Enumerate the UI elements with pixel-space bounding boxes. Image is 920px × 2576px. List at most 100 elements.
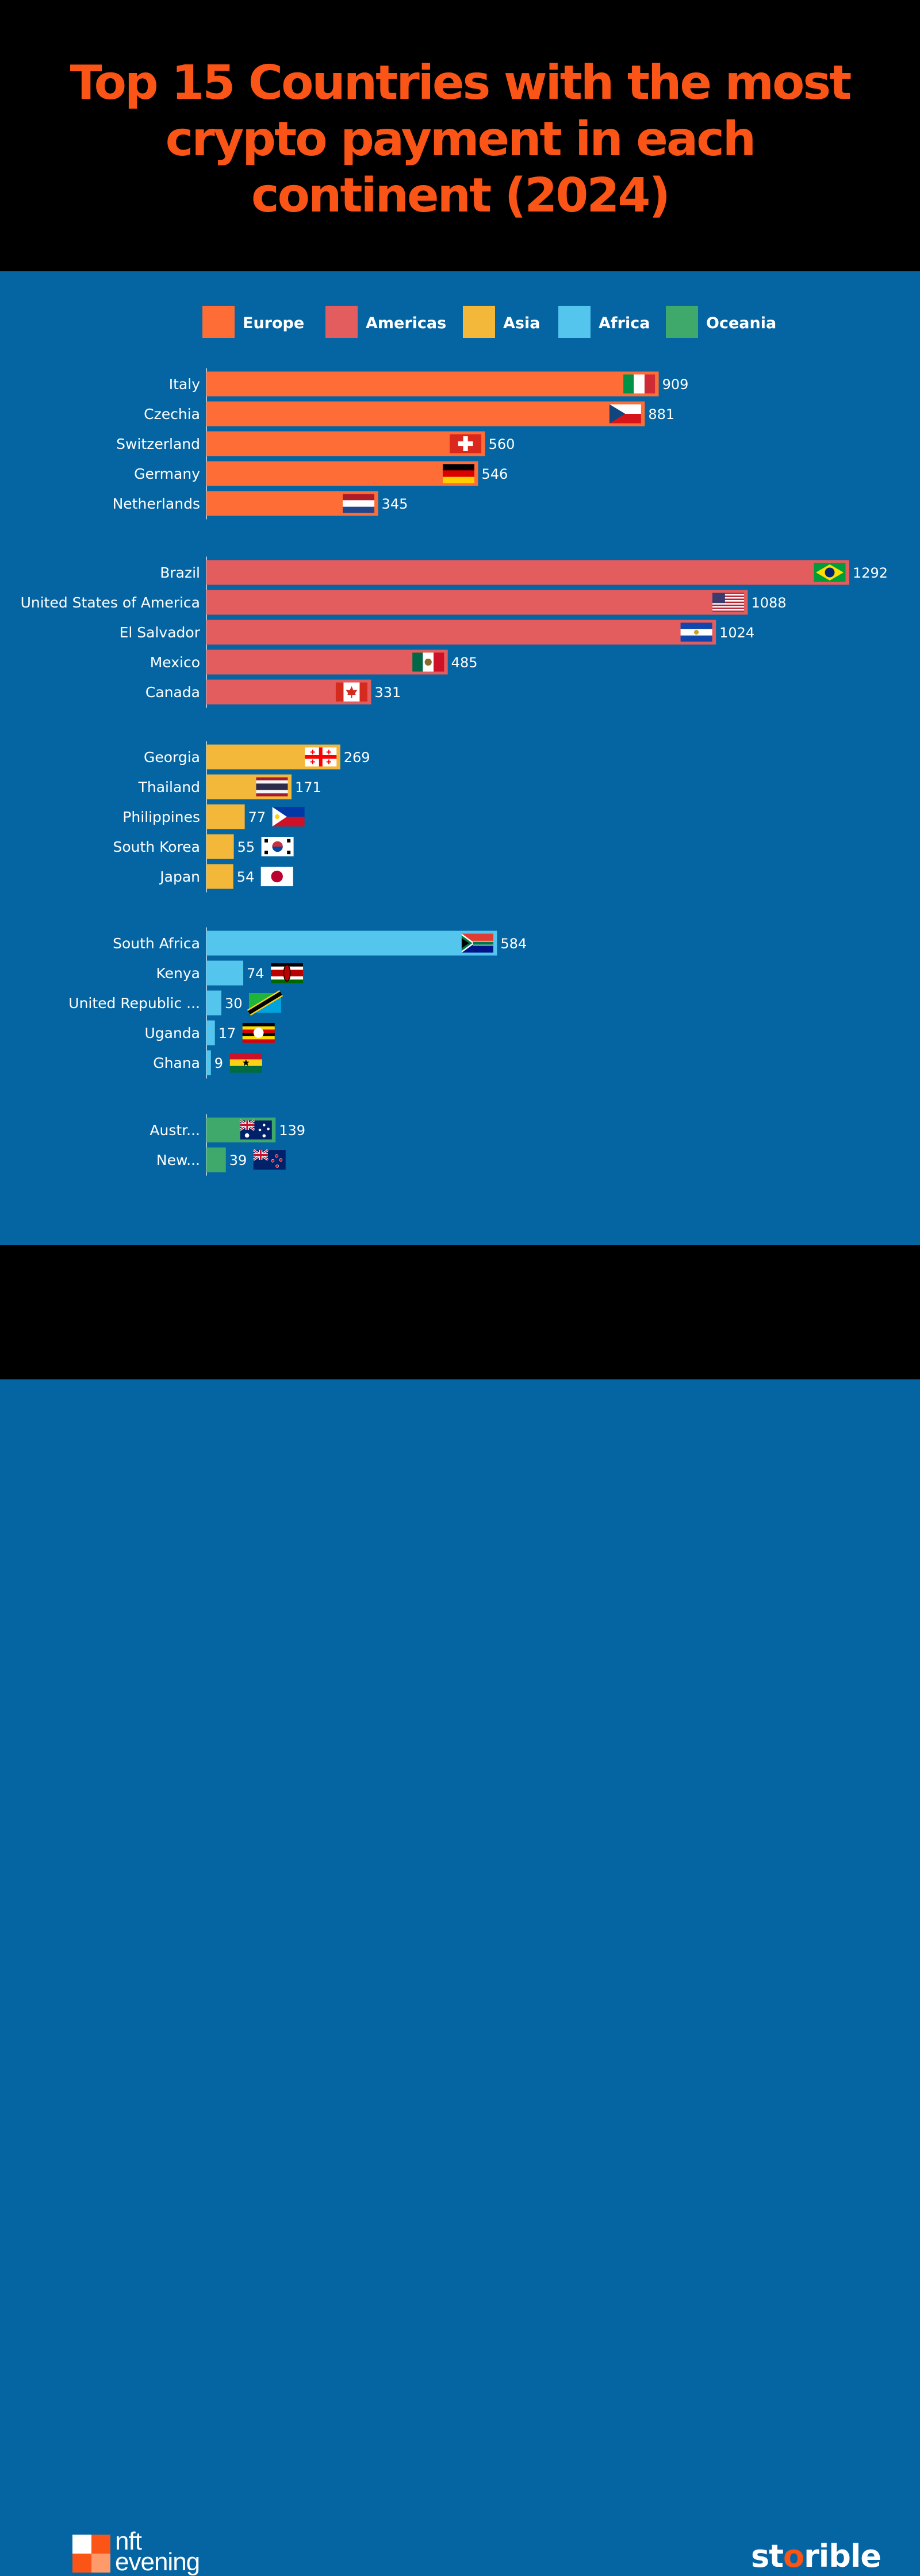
value-label: 881 <box>648 406 674 422</box>
value-label: 1024 <box>719 625 754 641</box>
chart-bars: Italy 909 Czechia 881 Switzerland 560 Germany 5… <box>21 368 888 1176</box>
legend-item-americas: Americas <box>325 306 446 338</box>
bar-row: Switzerland 560 <box>116 431 515 456</box>
bar-group-americas: Brazil 1292 United States of America 1088 El… <box>21 556 888 708</box>
value-label: 39 <box>229 1152 247 1168</box>
category-label: Mexico <box>150 654 200 671</box>
legend-label: Oceania <box>706 314 776 332</box>
bar <box>206 461 478 486</box>
storible-logo-o: o <box>783 2538 804 2574</box>
footer-band: nft evening storible <box>0 1245 920 2575</box>
south-africa-flag-icon <box>461 933 494 953</box>
bar <box>206 431 485 456</box>
bar-row: South Africa 584 <box>113 931 527 956</box>
bar <box>206 960 244 986</box>
legend-label: Asia <box>503 314 540 332</box>
category-label: Ghana <box>153 1055 200 1071</box>
value-label: 54 <box>237 869 255 885</box>
legend-item-asia: Asia <box>463 306 540 338</box>
bar <box>206 1020 215 1045</box>
value-label: 584 <box>500 936 527 952</box>
category-label: South Korea <box>113 839 200 855</box>
bar-row: Japan 54 <box>159 864 293 889</box>
nft-evening-logo-icon <box>72 2535 110 2573</box>
ghana-flag-icon <box>229 1053 262 1073</box>
legend-swatch <box>666 306 698 338</box>
bar <box>206 834 234 859</box>
category-label: Philippines <box>122 809 200 825</box>
category-label: Canada <box>145 684 200 701</box>
bar-row: El Salvador 1024 <box>120 620 754 645</box>
bar-row: Czechia 881 <box>144 401 674 426</box>
canada-flag-icon <box>335 682 368 702</box>
category-label: El Salvador <box>120 624 201 641</box>
category-label: Switzerland <box>116 436 200 452</box>
bar-group-africa: South Africa 584 Kenya 74 United Republic ..… <box>68 927 527 1079</box>
el-salvador-flag-icon <box>680 622 713 643</box>
chart-legend: Europe Americas Asia Africa Oceania <box>202 306 776 338</box>
value-label: 171 <box>295 779 321 795</box>
storible-logo: storible <box>751 2538 881 2574</box>
tanzania-flag-icon <box>247 990 283 1016</box>
brazil-flag-icon <box>813 562 846 583</box>
south-korea-flag-icon <box>261 837 294 856</box>
value-label: 909 <box>662 376 689 393</box>
bar-group-oceania: Austr... 139 New... 39 <box>150 1114 305 1176</box>
nft-evening-logo-line1: nft <box>115 2527 142 2555</box>
category-label: South Africa <box>113 935 200 952</box>
nft-evening-logo-line2: evening <box>115 2548 200 2576</box>
bar-row: South Korea 55 <box>113 834 294 859</box>
uganda-flag-icon <box>242 1023 275 1043</box>
bar-row: Austr... 139 <box>150 1117 305 1143</box>
bar <box>206 1050 211 1075</box>
category-label: Czechia <box>144 406 200 422</box>
italy-flag-icon <box>623 374 656 394</box>
bar <box>206 864 233 889</box>
australia-flag-icon <box>239 1119 273 1140</box>
category-label: Austr... <box>150 1122 200 1139</box>
nft-evening-logo: nft evening <box>115 2527 200 2576</box>
category-label: New... <box>156 1152 200 1168</box>
bar-row: Mexico 485 <box>150 649 478 675</box>
value-label: 546 <box>481 466 508 482</box>
bar-row: Thailand 171 <box>138 774 321 799</box>
bar-row: Kenya 74 <box>156 960 304 986</box>
category-label: Thailand <box>138 779 200 795</box>
bar-row: Netherlands 345 <box>113 491 408 516</box>
bar-row: Philippines 77 <box>122 804 305 829</box>
georgia-flag-icon <box>304 747 338 767</box>
bar <box>206 990 221 1016</box>
bar <box>206 931 497 956</box>
bar-group-europe: Italy 909 Czechia 881 Switzerland 560 Germany 5… <box>113 368 689 520</box>
czechia-flag-icon <box>608 403 642 424</box>
bar-row: Italy 909 <box>169 371 689 397</box>
legend-label: Africa <box>599 314 650 332</box>
value-label: 269 <box>344 749 370 766</box>
category-label: United Republic ... <box>68 995 200 1012</box>
category-label: Germany <box>134 466 200 482</box>
category-label: Uganda <box>144 1025 200 1041</box>
legend-swatch <box>463 306 495 338</box>
value-label: 9 <box>214 1055 223 1071</box>
value-label: 139 <box>279 1122 305 1139</box>
bar-row: New... 39 <box>156 1147 286 1172</box>
legend-swatch <box>325 306 358 338</box>
category-label: Georgia <box>144 749 200 766</box>
bar-group-asia: Georgia 269 Thailand 171 Philippines 77 South … <box>113 741 370 893</box>
bar-row: Ghana 9 <box>153 1050 262 1075</box>
bar <box>206 1147 226 1172</box>
bar <box>206 804 245 829</box>
category-label: Italy <box>169 376 200 393</box>
bar-row: Uganda 17 <box>144 1020 275 1045</box>
value-label: 485 <box>451 655 478 671</box>
category-label: United States of America <box>21 594 200 611</box>
bar <box>206 560 849 585</box>
bar-chart: Europe Americas Asia Africa Oceania Italy 909… <box>21 306 888 1176</box>
category-label: Japan <box>159 868 200 885</box>
value-label: 77 <box>248 809 266 825</box>
bar-row: Georgia 269 <box>144 744 370 770</box>
bar-row: Brazil 1292 <box>160 560 888 585</box>
new-zealand-flag-icon <box>252 1149 286 1170</box>
germany-flag-icon <box>442 463 475 484</box>
category-label: Netherlands <box>113 495 200 512</box>
